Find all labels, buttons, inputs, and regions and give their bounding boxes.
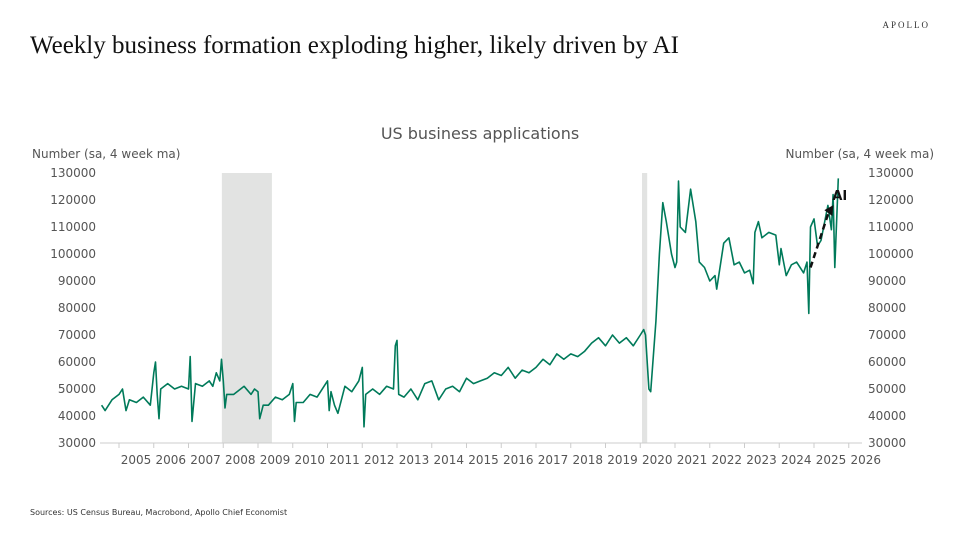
y-tick-label-left: 100000 [50, 247, 96, 261]
x-tick-label: 2015 [468, 453, 499, 467]
x-tick-label: 2024 [781, 453, 812, 467]
recession-shading [641, 173, 648, 443]
x-tick-label: 2023 [746, 453, 777, 467]
page-title: Weekly business formation exploding high… [30, 32, 679, 59]
x-tick-label: 2016 [503, 453, 534, 467]
y-tick-label-right: 50000 [868, 382, 906, 396]
x-tick-label: 2006 [155, 453, 186, 467]
x-tick-label: 2012 [364, 453, 395, 467]
x-tick-label: 2011 [329, 453, 360, 467]
y-axis-label-right: Number (sa, 4 week ma) [785, 147, 934, 161]
y-tick-label-right: 130000 [868, 166, 914, 180]
y-tick-label-right: 30000 [868, 436, 906, 450]
y-tick-label-right: 120000 [868, 193, 914, 207]
x-tick-label: 2019 [607, 453, 638, 467]
y-tick-label-left: 30000 [58, 436, 96, 450]
y-axis-label-left: Number (sa, 4 week ma) [32, 147, 181, 161]
y-tick-label-right: 90000 [868, 274, 906, 288]
chart-title: US business applications [380, 124, 580, 143]
y-tick-label-left: 40000 [58, 409, 96, 423]
y-tick-label-right: 100000 [868, 247, 914, 261]
x-tick-label: 2026 [850, 453, 881, 467]
y-tick-label-left: 60000 [58, 355, 96, 369]
arrow-head-icon [824, 205, 834, 217]
apollo-logo: APOLLO [882, 20, 930, 30]
x-tick-label: 2007 [190, 453, 221, 467]
x-tick-label: 2022 [711, 453, 742, 467]
y-tick-label-right: 110000 [868, 220, 914, 234]
x-tick-label: 2021 [677, 453, 708, 467]
y-tick-label-left: 110000 [50, 220, 96, 234]
x-tick-label: 2025 [816, 453, 847, 467]
recession-shading [221, 173, 272, 443]
y-tick-label-right: 70000 [868, 328, 906, 342]
y-tick-label-right: 80000 [868, 301, 906, 315]
x-tick-label: 2005 [121, 453, 152, 467]
y-tick-label-right: 60000 [868, 355, 906, 369]
x-tick-label: 2009 [260, 453, 291, 467]
x-tick-label: 2020 [642, 453, 673, 467]
annotation-label: AI [832, 189, 847, 204]
y-tick-label-left: 130000 [50, 166, 96, 180]
series-line [100, 178, 840, 428]
y-tick-label-right: 40000 [868, 409, 906, 423]
y-tick-label-left: 80000 [58, 301, 96, 315]
x-tick-label: 2008 [225, 453, 256, 467]
y-tick-label-left: 70000 [58, 328, 96, 342]
y-tick-label-left: 90000 [58, 274, 96, 288]
y-tick-label-left: 50000 [58, 382, 96, 396]
x-tick-label: 2017 [538, 453, 569, 467]
x-tick-label: 2013 [399, 453, 430, 467]
x-tick-label: 2010 [294, 453, 325, 467]
y-tick-label-left: 120000 [50, 193, 96, 207]
source-note: Sources: US Census Bureau, Macrobond, Ap… [30, 508, 288, 517]
x-tick-label: 2018 [572, 453, 603, 467]
x-tick-label: 2014 [433, 453, 464, 467]
